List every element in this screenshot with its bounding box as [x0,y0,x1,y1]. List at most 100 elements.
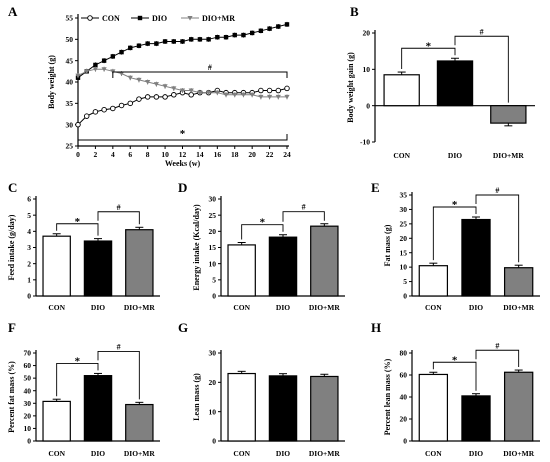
significance-marker: # [495,341,499,350]
bar [310,375,339,442]
y-tick-label: 10 [209,407,217,416]
data-point [118,71,125,77]
bar [503,267,534,297]
y-axis-label: Percent lean mass (%) [383,358,392,435]
y-tick-label: 0 [212,292,216,301]
category-label: CON [393,151,410,160]
y-tick-label: 6 [27,195,31,204]
data-point [241,32,246,38]
y-axis-label: Fat mass (g) [383,224,392,266]
y-tick-label: 20 [209,227,217,236]
data-point [84,69,90,74]
panel-label: A [8,4,18,19]
y-tick-label: 80 [400,349,408,358]
category-label: DIO [469,303,483,312]
x-tick-label: 16 [214,150,222,159]
significance-bracket [454,35,509,103]
significance-marker: * [426,40,432,52]
data-point [223,35,229,40]
y-tick-label: 70 [24,349,32,358]
data-point [284,85,290,92]
data-point [266,87,273,94]
y-tick-label: 35 [66,99,74,108]
data-point [136,96,142,102]
data-point [249,30,255,36]
category-label: DIO [469,449,483,458]
bar [268,375,298,442]
y-tick-label: 20 [209,378,217,387]
y-tick-label: 20 [400,234,408,243]
bar [383,74,420,107]
x-tick-label: 20 [248,150,256,159]
data-point [75,121,81,128]
significance-marker: * [75,355,81,367]
y-tick-label: 15 [400,248,408,257]
x-tick-label: 12 [179,150,187,159]
bar [227,244,256,297]
significance-marker: # [495,186,499,195]
data-point [214,90,220,96]
x-tick-label: 6 [128,150,132,159]
data-point [154,41,159,46]
y-tick-label: 30 [66,120,74,129]
y-tick-label: 40 [66,78,74,87]
y-tick-label: 20 [400,415,408,424]
x-tick-label: 22 [266,150,274,159]
data-point [197,90,203,96]
bar [418,265,449,297]
x-tick-label: 2 [94,150,98,159]
significance-bracket [56,223,99,236]
y-tick-label: 40 [24,386,32,395]
data-point [136,43,142,48]
bar [461,395,491,442]
significance-bracket [475,194,520,263]
y-tick-label: 10 [209,259,217,268]
bar [227,372,256,442]
data-point [145,80,151,85]
significance-bracket [77,134,288,141]
data-point [206,37,211,42]
significance-marker: # [117,203,121,212]
category-label: DIO+MR [503,449,535,458]
y-tick-label: 15 [209,243,217,252]
category-label: DIO [91,303,105,312]
significance-bracket [432,206,477,261]
data-point [92,67,99,72]
category-label: DIO [276,303,290,312]
data-point [275,94,281,100]
data-point [75,73,81,79]
bar [83,240,113,297]
y-axis-label: Body weight gain (g) [346,52,355,123]
data-point [197,37,203,42]
bar [42,400,71,442]
category-label: DIO+MR [309,303,341,312]
category-label: CON [48,449,65,458]
panel-h: H 0 20 40 60 80 Percent lean mass (%) CON DIO DIO… [371,320,540,458]
bar [490,105,527,124]
data-point [110,105,116,112]
y-tick-label: 10 [363,65,371,74]
bar [461,218,491,297]
legend-marker [137,15,143,21]
y-tick-label: 1 [27,275,31,284]
y-tick-label: 60 [400,371,408,380]
data-point [266,94,273,100]
series-dio [75,21,290,81]
y-tick-label: 20 [24,411,32,420]
y-tick-label: 2 [27,259,31,268]
x-tick-label: 0 [76,150,80,159]
data-point [188,88,194,94]
significance-marker: * [452,354,458,366]
y-axis-label: Energy intake (Kcal/day) [192,204,201,291]
data-point [258,28,264,33]
y-tick-label: 40 [400,393,408,402]
bar [42,235,71,297]
category-label: DIO [448,151,462,160]
category-label: CON [425,449,442,458]
category-label: CON [233,303,250,312]
data-point [128,45,133,51]
category-label: DIO+MR [124,303,156,312]
data-point [136,77,142,83]
